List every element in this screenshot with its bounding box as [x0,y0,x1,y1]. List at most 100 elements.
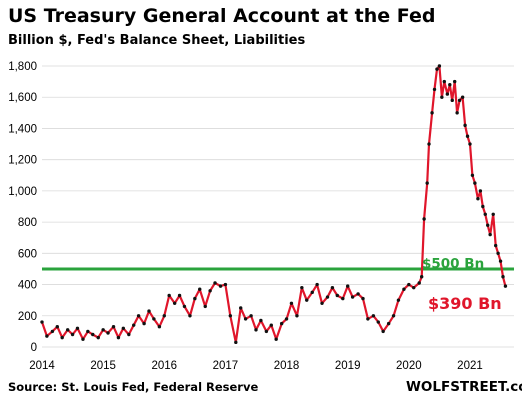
data-point [396,298,401,302]
data-point [40,320,44,324]
data-point [386,321,391,326]
y-tick-label: 400 [18,280,37,292]
data-point [381,329,385,334]
chart-title: US Treasury General Account at the Fed [8,5,435,27]
data-point [445,92,450,96]
data-point [111,325,116,329]
data-point [422,217,426,221]
data-point [455,111,459,115]
data-point [376,320,380,324]
data-point [96,335,100,340]
data-point [402,287,406,291]
data-point [440,95,444,99]
data-point [157,325,162,329]
data-point [147,309,151,313]
data-point [75,326,80,330]
data-point [284,317,289,321]
x-tick-label: 2021 [457,360,483,372]
data-point [65,328,70,332]
data-point [101,328,105,332]
data-point [310,290,314,295]
data-point [208,289,212,293]
data-point [503,284,508,288]
y-tick-label: 1,200 [8,155,37,167]
data-point [341,296,345,301]
data-point [81,337,85,341]
data-point [152,317,156,321]
reference-line-label: $500 Bn [422,256,484,272]
data-point [91,332,95,337]
data-point [86,329,90,334]
data-point [407,282,411,287]
data-point [121,326,126,330]
data-point [435,67,439,71]
y-axis-ticks: 0 200 400 600 800 1,000 1,200 1,400 1,600 1,800 [8,61,37,354]
data-point [213,281,217,285]
series-group [40,64,508,345]
data-point [132,323,136,327]
data-point [412,285,416,290]
data-point [419,275,424,279]
data-point [366,317,370,321]
data-point [193,296,197,301]
data-point [448,83,452,87]
data-point [430,111,434,115]
x-tick-label: 2015 [90,360,116,372]
y-tick-label: 200 [18,311,37,323]
y-tick-label: 1,800 [8,61,37,73]
data-point [488,232,492,237]
data-point [70,332,75,337]
data-point [243,317,248,321]
data-point [417,281,421,285]
data-point [427,142,431,146]
data-point [361,296,365,301]
data-point [162,314,166,318]
end-value-label: $390 Bn [428,294,502,313]
data-point [55,325,59,329]
data-point [468,142,472,146]
data-point [254,328,258,332]
data-point [432,87,437,92]
y-tick-label: 600 [18,248,37,260]
data-point [50,329,55,334]
grid [42,65,514,348]
data-point [450,98,454,103]
data-point [300,285,304,290]
data-point [437,64,442,68]
x-tick-label: 2017 [213,360,239,372]
data-point [491,212,495,217]
data-point [371,314,376,318]
data-point [259,318,263,323]
data-point [356,292,360,296]
x-tick-label: 2014 [29,360,55,372]
data-point [470,173,475,177]
data-point [391,314,396,318]
data-point [127,332,131,337]
data-point [295,314,299,318]
data-point [498,259,503,263]
chart-subtitle: Billion $, Fed's Balance Sheet, Liabilit… [8,33,305,48]
brand-label: WOLFSTREET.com [406,379,522,395]
data-point [330,285,335,290]
data-point [106,331,110,335]
data-point [60,335,64,340]
data-point [289,301,294,305]
data-point [481,204,485,209]
data-point [274,337,278,341]
data-point [460,95,465,99]
data-point [182,304,187,309]
data-point [425,181,429,185]
data-point [305,298,309,302]
y-tick-label: 800 [18,217,37,229]
data-point [239,306,243,310]
data-point [335,293,340,298]
y-tick-label: 1,000 [8,186,37,198]
data-point [228,314,233,318]
data-point [249,314,253,318]
x-tick-label: 2016 [151,360,177,372]
data-point [279,321,284,326]
data-point [136,314,141,318]
data-point [223,282,228,287]
data-point [483,212,487,217]
